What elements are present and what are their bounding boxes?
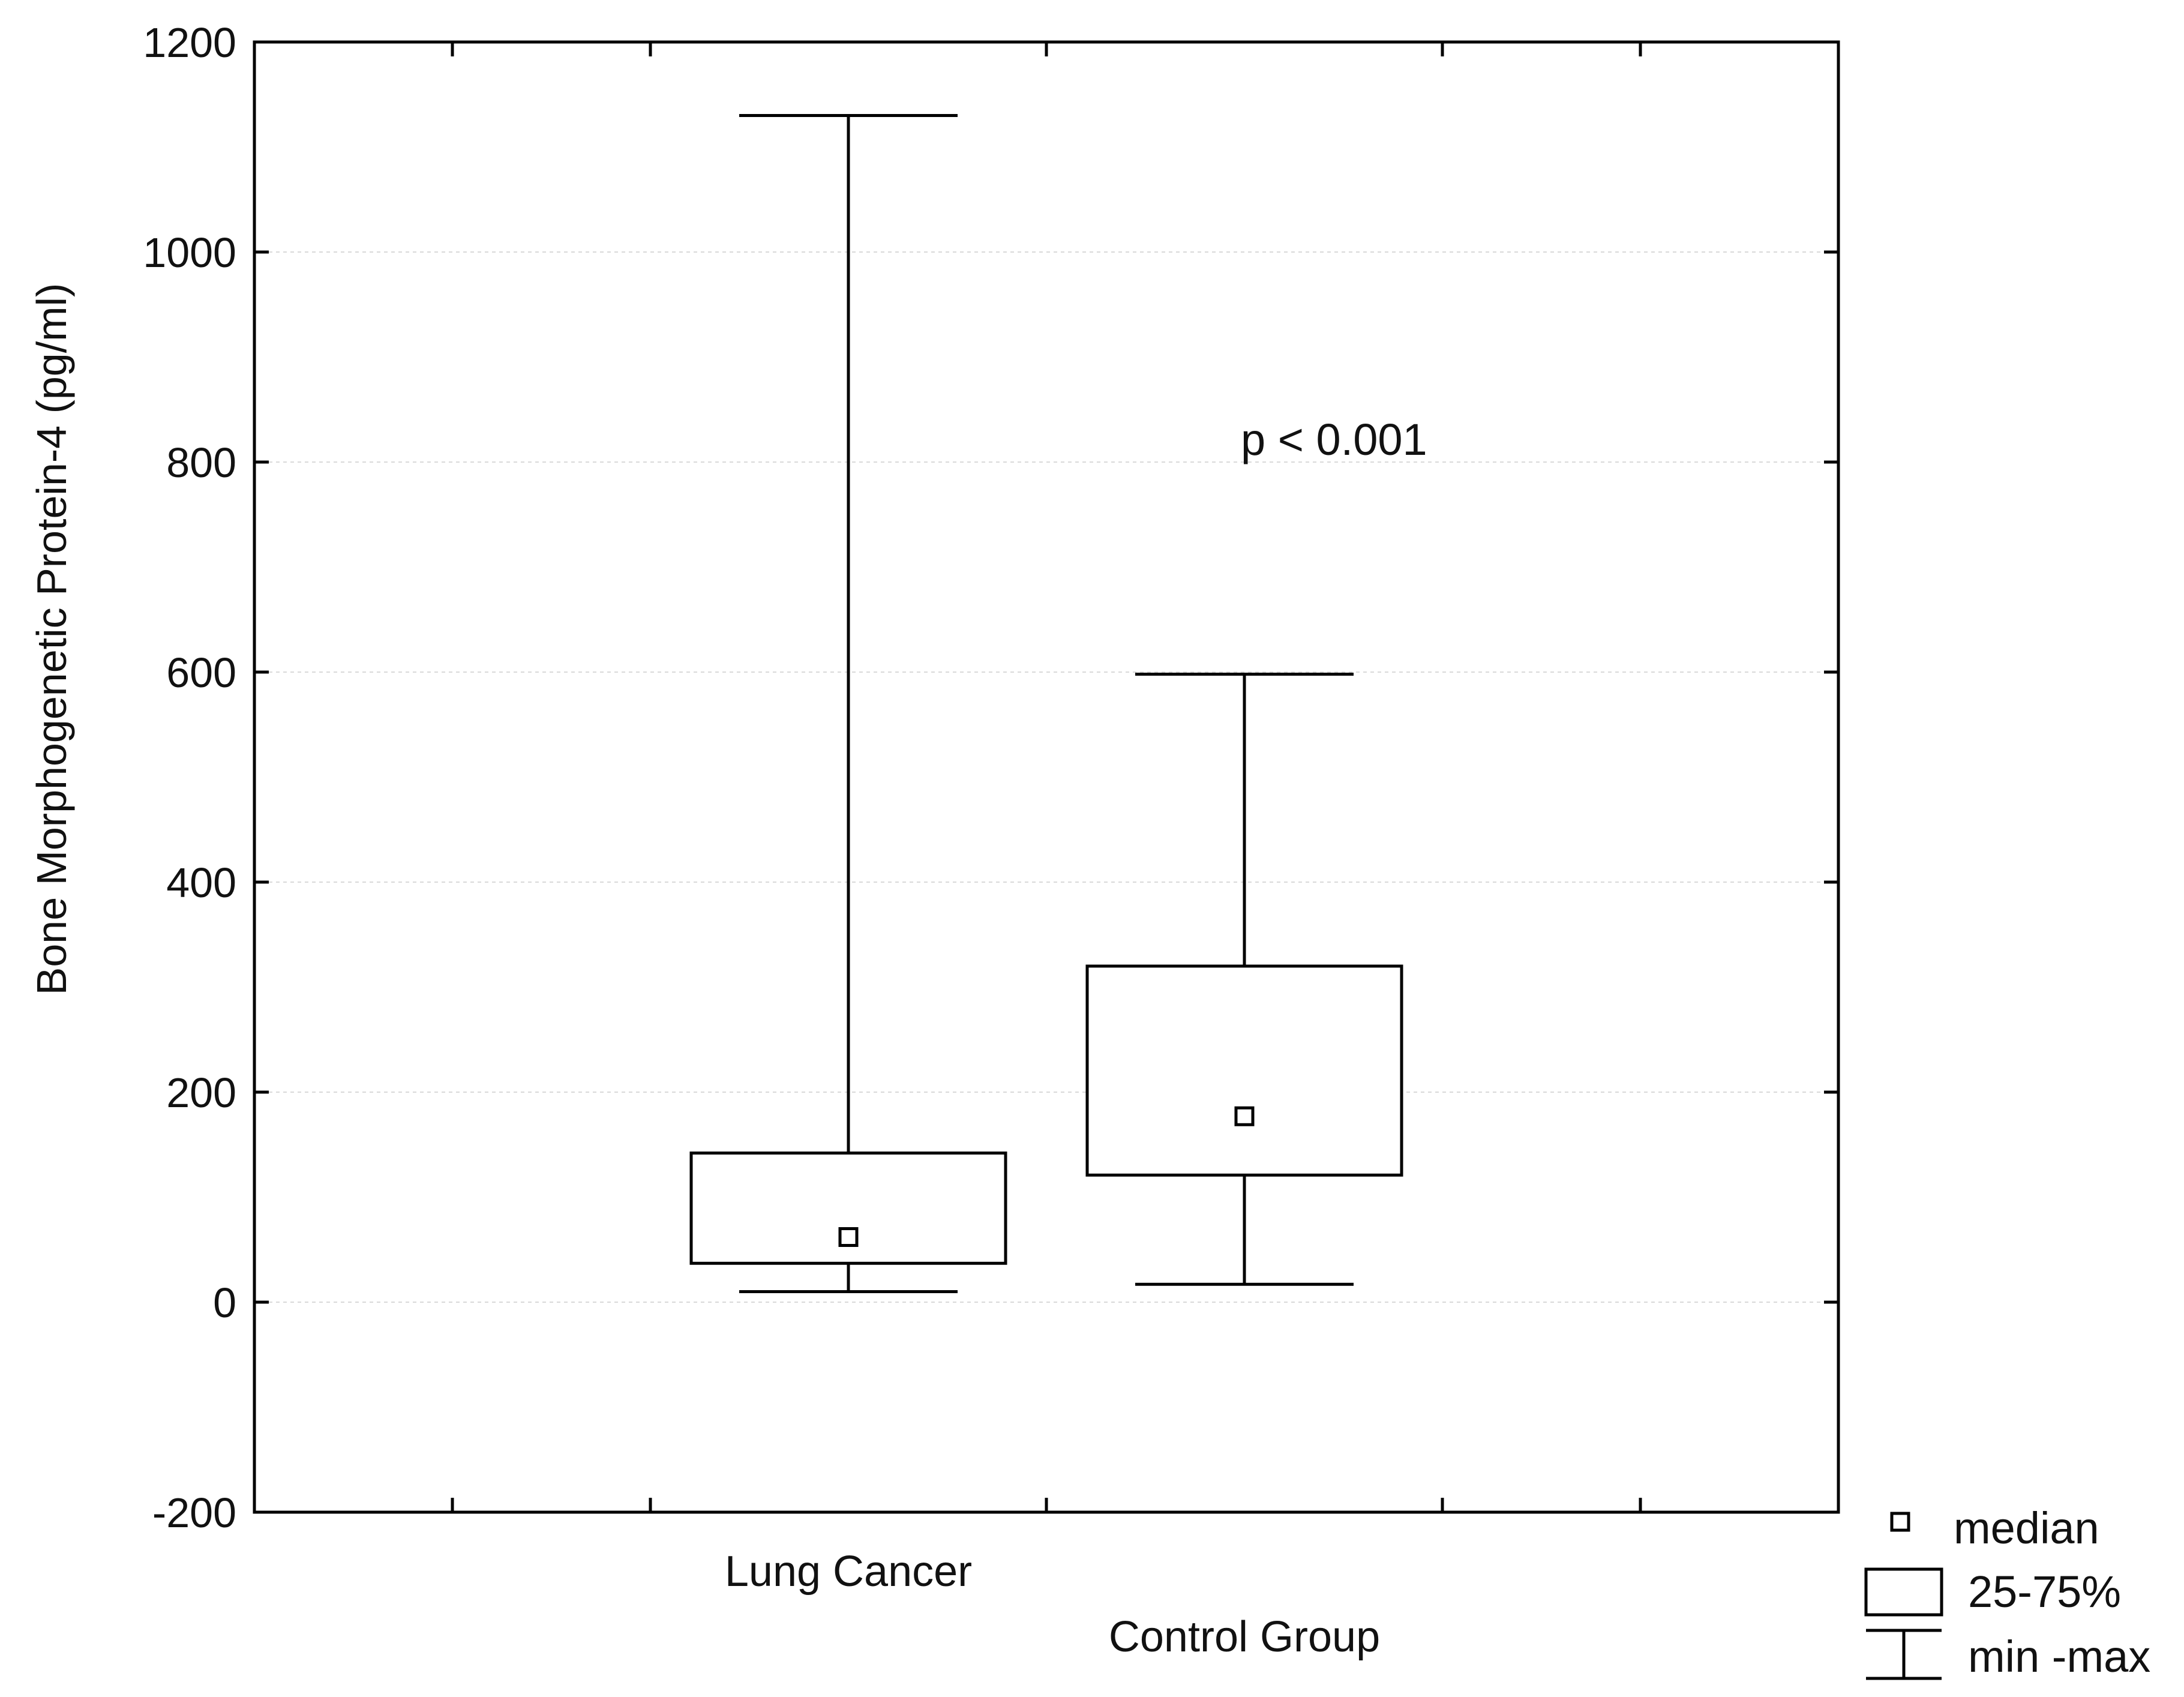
- y-tick-label-5: 800: [166, 439, 236, 486]
- y-tick-label-0: -200: [152, 1489, 236, 1536]
- y-axis-ticks: -200 0 200 400 600 800 1000 1200: [143, 19, 1838, 1536]
- p-value-annotation: p < 0.001: [1241, 415, 1427, 464]
- y-tick-label-1: 0: [213, 1279, 236, 1326]
- x-axis-category-labels: Lung Cancer Control Group: [725, 1548, 1380, 1661]
- y-tick-label-2: 200: [166, 1069, 236, 1116]
- x-category-label-2: Control Group: [1109, 1613, 1380, 1661]
- iqr-box: [1085, 964, 1403, 1177]
- y-tick-label-4: 600: [166, 649, 236, 696]
- y-tick-label-6: 1000: [143, 229, 236, 276]
- x-category-label-1: Lung Cancer: [725, 1548, 972, 1596]
- y-tick-label-3: 400: [166, 859, 236, 906]
- gridlines: [254, 251, 1838, 1303]
- legend-whisker-marker: [1866, 1629, 1942, 1680]
- box-1: [689, 114, 1007, 1293]
- legend-median-marker: [1890, 1512, 1910, 1532]
- legend-label-median: median: [1954, 1503, 2099, 1553]
- median-marker: [838, 1227, 859, 1247]
- legend-box-marker: [1864, 1567, 1943, 1617]
- y-tick-label-7: 1200: [143, 19, 236, 66]
- plot-area-frame: [253, 40, 1840, 1514]
- box-series: [689, 114, 1403, 1293]
- legend-label-minmax: min -max: [1968, 1632, 2150, 1681]
- legend-label-box: 25-75%: [1968, 1567, 2121, 1617]
- legend: median 25-75% min -max: [1864, 1503, 2150, 1681]
- box-2: [1085, 673, 1403, 1286]
- y-axis-title: Bone Morphogenetic Protein-4 (pg/ml): [28, 283, 75, 996]
- median-marker: [1234, 1106, 1255, 1126]
- x-axis-ticks: [451, 42, 1642, 1512]
